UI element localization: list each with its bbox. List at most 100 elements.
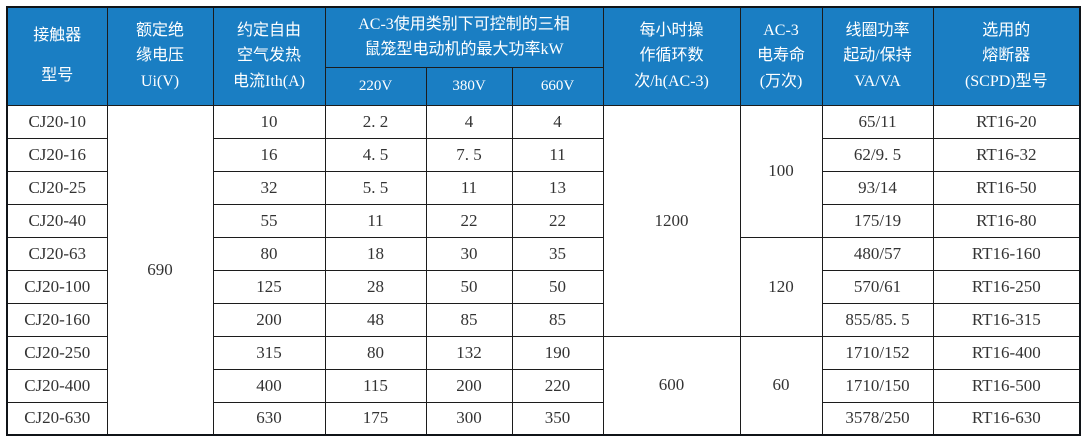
cell-kw-220v: 5. 5: [324, 170, 427, 205]
cell-kw-380v: 30: [425, 236, 513, 271]
cell-ith: 16: [212, 137, 326, 172]
cell-kw-220v: 18: [324, 236, 427, 271]
header-max-power-group: AC-3使用类别下可控制的三相 鼠笼型电动机的最大功率kW: [324, 6, 604, 68]
cell-kw-660v: 220: [511, 368, 604, 403]
cell-kw-660v: 190: [511, 335, 604, 370]
cell-kw-660v: 22: [511, 203, 604, 238]
cell-model: CJ20-10: [6, 104, 108, 139]
cell-kw-220v: 115: [324, 368, 427, 403]
cell-kw-660v: 13: [511, 170, 604, 205]
cell-coil-power: 1710/150: [821, 368, 934, 403]
cell-model: CJ20-25: [6, 170, 108, 205]
cell-model: CJ20-100: [6, 269, 108, 304]
header-cycles-per-hour: 每小时操 作循环数 次/h(AC-3): [602, 6, 741, 106]
cell-fuse-model: RT16-315: [932, 302, 1081, 337]
cell-kw-380v: 300: [425, 401, 513, 436]
header-fuse-model: 选用的 熔断器 (SCPD)型号: [932, 6, 1081, 106]
cell-life-100: 100: [739, 104, 823, 238]
cell-model: CJ20-630: [6, 401, 108, 436]
header-sub-380v: 380V: [425, 66, 513, 106]
cell-ui-voltage: 690: [106, 104, 214, 436]
cell-kw-220v: 28: [324, 269, 427, 304]
cell-kw-380v: 22: [425, 203, 513, 238]
cell-ith: 315: [212, 335, 326, 370]
cell-coil-power: 1710/152: [821, 335, 934, 370]
header-sub-220v: 220V: [324, 66, 427, 106]
cell-ith: 125: [212, 269, 326, 304]
cell-kw-660v: 11: [511, 137, 604, 172]
cell-ith: 400: [212, 368, 326, 403]
cell-kw-660v: 50: [511, 269, 604, 304]
cell-model: CJ20-63: [6, 236, 108, 271]
cell-kw-380v: 85: [425, 302, 513, 337]
table-body: CJ20-10 690 10 2. 2 4 4 1200 100 65/11 R…: [6, 104, 1081, 436]
cell-coil-power: 175/19: [821, 203, 934, 238]
cell-ith: 32: [212, 170, 326, 205]
cell-kw-660v: 350: [511, 401, 604, 436]
cell-kw-220v: 11: [324, 203, 427, 238]
table-row: CJ20-630 630 175 300 350 3578/250 RT16-6…: [6, 401, 1081, 436]
cell-kw-380v: 11: [425, 170, 513, 205]
cell-fuse-model: RT16-32: [932, 137, 1081, 172]
cell-model: CJ20-160: [6, 302, 108, 337]
cell-model: CJ20-400: [6, 368, 108, 403]
header-thermal-current: 约定自由 空气发热 电流Ith(A): [212, 6, 326, 106]
cell-coil-power: 65/11: [821, 104, 934, 139]
cell-cycles-1200: 1200: [602, 104, 741, 337]
cell-fuse-model: RT16-80: [932, 203, 1081, 238]
cell-model: CJ20-16: [6, 137, 108, 172]
table-row: CJ20-250 315 80 132 190 600 60 1710/152 …: [6, 335, 1081, 436]
cell-life-120: 120: [739, 236, 823, 337]
cell-kw-380v: 50: [425, 269, 513, 304]
cell-fuse-model: RT16-500: [932, 368, 1081, 403]
cell-kw-380v: 4: [425, 104, 513, 139]
cell-kw-220v: 4. 5: [324, 137, 427, 172]
header-insulation-voltage: 额定绝 缘电压 Ui(V): [106, 6, 214, 106]
cell-kw-220v: 175: [324, 401, 427, 436]
cell-cycles-600: 600: [602, 335, 741, 436]
cell-fuse-model: RT16-630: [932, 401, 1081, 436]
cell-model: CJ20-40: [6, 203, 108, 238]
cell-kw-220v: 80: [324, 335, 427, 370]
cell-kw-220v: 2. 2: [324, 104, 427, 139]
cell-ith: 80: [212, 236, 326, 271]
cell-fuse-model: RT16-50: [932, 170, 1081, 205]
table-row: CJ20-63 80 18 30 35 120 480/57 RT16-160: [6, 236, 1081, 337]
cell-kw-380v: 200: [425, 368, 513, 403]
table-header: 接触器 型号 额定绝 缘电压 Ui(V) 约定自由 空气发热 电流Ith(A) …: [6, 6, 1081, 106]
cell-ith: 10: [212, 104, 326, 139]
cell-life-60: 60: [739, 335, 823, 436]
cell-kw-380v: 7. 5: [425, 137, 513, 172]
cell-coil-power: 3578/250: [821, 401, 934, 436]
table-row: CJ20-10 690 10 2. 2 4 4 1200 100 65/11 R…: [6, 104, 1081, 436]
table-row: CJ20-25 32 5. 5 11 13 93/14 RT16-50: [6, 170, 1081, 205]
table-row: CJ20-16 16 4. 5 7. 5 11 62/9. 5 RT16-32: [6, 137, 1081, 172]
cell-kw-660v: 35: [511, 236, 604, 271]
header-coil-power: 线圈功率 起动/保持 VA/VA: [821, 6, 934, 106]
cell-kw-660v: 85: [511, 302, 604, 337]
cell-ith: 200: [212, 302, 326, 337]
cell-fuse-model: RT16-250: [932, 269, 1081, 304]
cell-fuse-model: RT16-160: [932, 236, 1081, 271]
table-row: CJ20-100 125 28 50 50 570/61 RT16-250: [6, 269, 1081, 304]
cell-fuse-model: RT16-20: [932, 104, 1081, 139]
table-row: CJ20-400 400 115 200 220 1710/150 RT16-5…: [6, 368, 1081, 403]
cell-ith: 630: [212, 401, 326, 436]
contactor-spec-table: 接触器 型号 额定绝 缘电压 Ui(V) 约定自由 空气发热 电流Ith(A) …: [6, 6, 1082, 436]
header-contactor-model: 接触器 型号: [6, 6, 108, 106]
header-sub-660v: 660V: [511, 66, 604, 106]
cell-coil-power: 570/61: [821, 269, 934, 304]
cell-kw-380v: 132: [425, 335, 513, 370]
cell-kw-660v: 4: [511, 104, 604, 139]
table-row: CJ20-40 55 11 22 22 175/19 RT16-80: [6, 203, 1081, 238]
cell-ith: 55: [212, 203, 326, 238]
cell-coil-power: 62/9. 5: [821, 137, 934, 172]
cell-model: CJ20-250: [6, 335, 108, 370]
cell-coil-power: 855/85. 5: [821, 302, 934, 337]
cell-coil-power: 93/14: [821, 170, 934, 205]
cell-fuse-model: RT16-400: [932, 335, 1081, 370]
header-electrical-life: AC-3 电寿命 (万次): [739, 6, 823, 106]
cell-coil-power: 480/57: [821, 236, 934, 271]
cell-kw-220v: 48: [324, 302, 427, 337]
